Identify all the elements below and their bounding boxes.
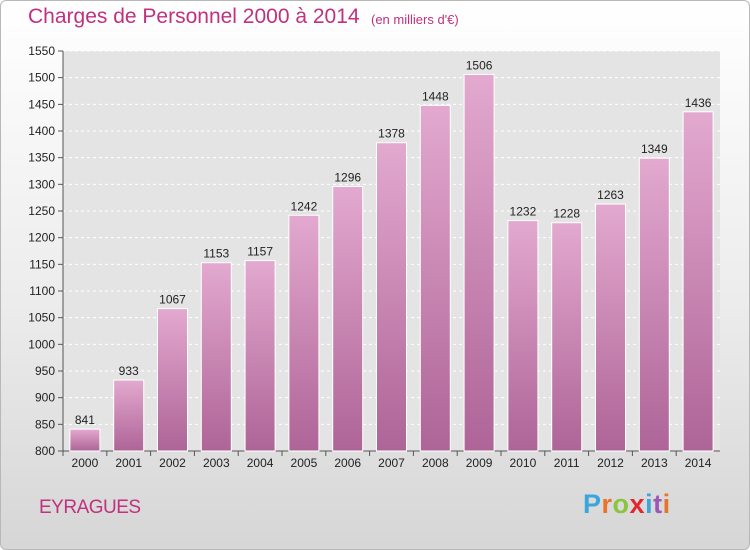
y-tick-label: 1400 [28,124,55,138]
x-tick-label: 2007 [378,456,405,470]
logo-letter: r [601,489,613,519]
y-tick-label: 1100 [29,284,55,298]
bar [244,260,276,452]
x-tick-label: 2000 [72,456,99,470]
proxiti-logo: Proxiti [583,489,671,520]
logo-letter: t [653,489,663,519]
y-tick-label: 1250 [28,204,55,218]
y-tick-label: 950 [35,364,55,378]
bar [200,262,232,452]
x-tick-label: 2014 [685,456,712,470]
bar-value-label: 1448 [422,89,449,103]
bar-value-label: 1153 [203,247,229,261]
bar-value-label: 1228 [553,207,580,221]
bar-value-label: 1506 [466,58,493,72]
bar-value-label: 1378 [378,127,405,141]
bar [288,214,320,452]
bar [419,104,451,452]
bar [507,220,539,452]
y-tick-label: 1500 [28,71,55,85]
bar [69,428,101,452]
y-tick-label: 1550 [28,44,55,58]
bar-value-label: 1157 [247,245,273,259]
y-tick-label: 800 [35,444,55,458]
x-tick-label: 2003 [203,456,230,470]
bar [595,203,626,452]
chart-unit: (en milliers d'€) [371,12,459,27]
bar-value-label: 841 [75,413,95,427]
x-tick-label: 2013 [641,456,668,470]
x-tick-label: 2005 [291,456,318,470]
bar-value-label: 1296 [334,170,361,184]
y-tick-label: 1150 [29,257,55,271]
y-tick-label: 1050 [28,311,55,325]
y-tick-label: 1200 [28,231,55,245]
x-tick-label: 2008 [422,456,449,470]
bar-value-label: 1436 [685,96,712,110]
y-tick-label: 1350 [28,151,55,165]
commune-name: EYRAGUES [39,497,141,518]
y-tick-label: 850 [35,417,55,431]
bar [376,142,407,452]
x-tick-label: 2011 [554,456,580,470]
logo-letter: i [645,489,654,519]
bar [157,308,188,452]
bar [682,111,714,452]
y-tick-label: 1450 [28,97,55,111]
bar-value-label: 933 [119,364,139,378]
bar-value-label: 1232 [510,205,537,219]
logo-letter: P [583,489,602,519]
chart-title: Charges de Personnel 2000 à 2014 [28,5,360,28]
y-tick-label: 1000 [28,337,55,351]
bar [551,222,583,452]
bar-value-label: 1067 [159,293,186,307]
bar [113,379,145,452]
logo-letter: o [612,489,630,519]
bar [638,157,670,452]
bar-value-label: 1349 [641,142,668,156]
logo-letter: x [629,489,646,519]
x-tick-label: 2004 [247,456,274,470]
logo-letter: i [662,489,671,519]
x-tick-label: 2001 [115,456,142,470]
y-tick-label: 1300 [28,177,55,191]
x-tick-label: 2002 [159,456,186,470]
bar-value-label: 1263 [597,188,624,202]
x-tick-label: 2006 [334,456,361,470]
y-tick-label: 900 [35,391,55,405]
x-tick-label: 2012 [597,456,624,470]
x-tick-label: 2009 [466,456,493,470]
bar [463,73,495,452]
bar-value-label: 1242 [291,199,318,213]
x-tick-label: 2010 [510,456,537,470]
bar [332,185,364,452]
